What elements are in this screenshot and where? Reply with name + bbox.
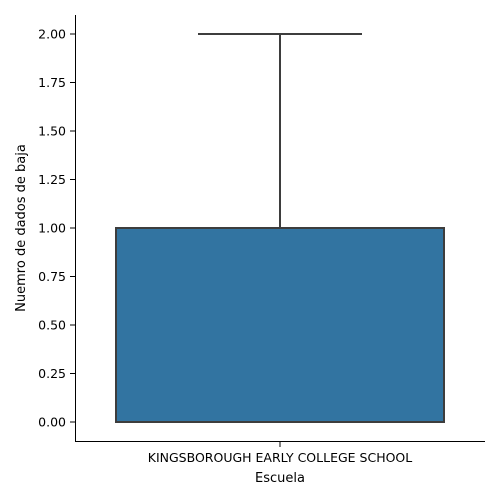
y-tick-label: 1.25 — [38, 172, 66, 187]
box-iqr — [115, 227, 445, 423]
x-axis-label: Escuela — [255, 471, 305, 486]
y-axis-label: Nuemro de dados de baja — [14, 144, 29, 312]
y-ticks: 0.00 0.25 0.50 0.75 1.00 1.25 1.50 1.75 2.00 — [38, 27, 75, 430]
y-tick-label: 0.50 — [38, 318, 66, 333]
axes — [75, 15, 485, 442]
y-tick-label: 0.75 — [38, 269, 66, 284]
y-tick-label: 1.50 — [38, 124, 66, 139]
y-tick-label: 0.25 — [38, 366, 66, 381]
y-tick-label: 0.00 — [38, 415, 66, 430]
plot-area — [115, 33, 445, 423]
x-tick-label: KINGSBOROUGH EARLY COLLEGE SCHOOL — [148, 450, 413, 465]
y-tick-label: 1.00 — [38, 221, 66, 236]
y-tick-label: 1.75 — [38, 75, 66, 90]
y-tick-label: 2.00 — [38, 27, 66, 42]
x-ticks: KINGSBOROUGH EARLY COLLEGE SCHOOL — [148, 442, 413, 465]
